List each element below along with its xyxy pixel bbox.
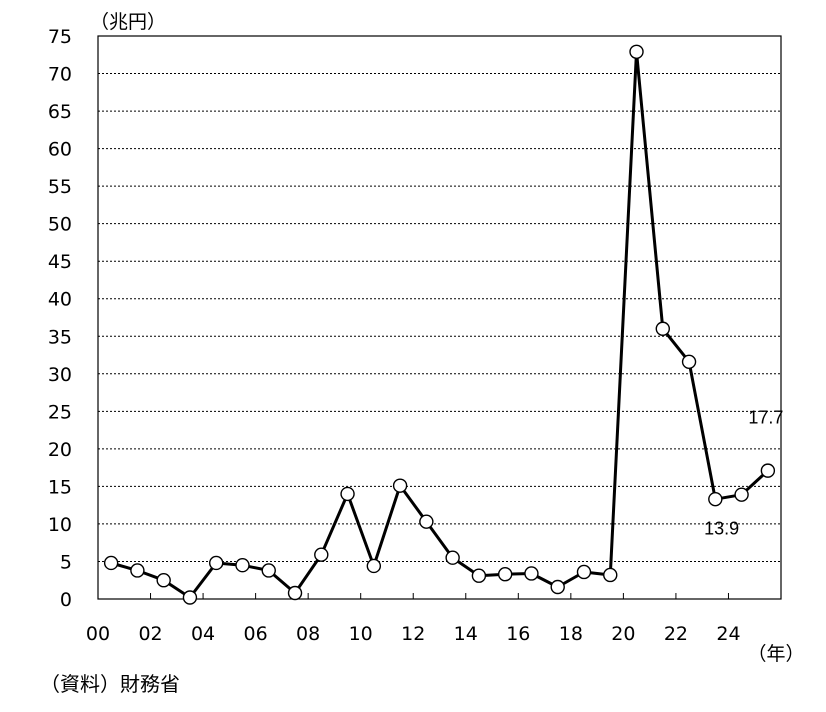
x-tick-label-06: 06 — [244, 623, 268, 645]
x-tick-label-04: 04 — [191, 623, 215, 645]
y-tick-label-0: 0 — [60, 589, 72, 611]
data-point-16 — [524, 566, 539, 581]
x-tick-label-08: 08 — [296, 623, 320, 645]
data-point-19 — [603, 567, 618, 583]
x-axis-ticks: 00 02 04 06 08 10 12 14 16 18 20 22 24 — [86, 593, 741, 645]
annotations: 17.7 13.9 — [704, 408, 783, 539]
y-tick-label-75: 75 — [48, 26, 72, 48]
y-tick-label-70: 70 — [48, 64, 72, 86]
data-point-7 — [287, 585, 303, 601]
data-point-10 — [366, 558, 382, 574]
data-point-9 — [340, 486, 355, 502]
y-tick-label-15: 15 — [48, 476, 72, 498]
series — [103, 44, 776, 605]
y-tick-label-50: 50 — [48, 214, 72, 236]
data-point-23 — [708, 491, 723, 507]
source-note: （資料）財務省 — [40, 672, 180, 696]
data-point-0 — [103, 555, 119, 571]
y-tick-label-60: 60 — [48, 139, 72, 161]
data-point-4 — [209, 555, 224, 571]
data-point-12 — [419, 514, 434, 529]
data-point-11 — [392, 478, 408, 493]
axes — [97, 35, 782, 600]
series-line-0 — [110, 50, 769, 599]
x-tick-label-24: 24 — [716, 623, 740, 645]
data-point-22 — [681, 354, 697, 369]
y-tick-label-35: 35 — [48, 326, 72, 348]
data-label-17.7: 17.7 — [748, 408, 783, 428]
x-tick-label-02: 02 — [138, 623, 162, 645]
data-point-2 — [156, 573, 171, 588]
data-point-1 — [130, 563, 145, 578]
data-point-5 — [235, 558, 250, 573]
y-tick-label-30: 30 — [48, 364, 72, 386]
data-point-3 — [182, 590, 198, 605]
data-point-25 — [760, 463, 776, 478]
data-point-21 — [655, 321, 670, 336]
plot-frame — [97, 35, 782, 600]
y-tick-label-10: 10 — [48, 514, 72, 536]
data-point-24 — [734, 487, 749, 502]
gridlines — [98, 73, 781, 562]
data-point-6 — [261, 563, 276, 578]
x-tick-label-16: 16 — [506, 623, 530, 645]
data-point-8 — [314, 547, 329, 562]
data-point-13 — [445, 550, 460, 565]
y-tick-label-45: 45 — [48, 251, 72, 273]
x-tick-label-14: 14 — [454, 623, 478, 645]
y-axis-ticks: 0 5 10 15 20 25 30 35 40 45 50 55 60 65 70 75 — [48, 26, 72, 611]
x-tick-label-12: 12 — [401, 623, 425, 645]
x-tick-label-20: 20 — [611, 623, 635, 645]
x-axis-unit-label: （年） — [747, 643, 804, 665]
x-tick-label-22: 22 — [664, 623, 688, 645]
x-tick-label-00: 00 — [86, 623, 110, 645]
y-tick-label-5: 5 — [60, 551, 72, 573]
x-tick-label-10: 10 — [349, 623, 373, 645]
data-point-15 — [497, 567, 513, 582]
data-label-13.9: 13.9 — [704, 519, 739, 539]
y-tick-label-55: 55 — [48, 176, 72, 198]
y-axis-unit-label: （兆円） — [90, 11, 166, 33]
data-point-20 — [629, 44, 644, 59]
data-point-17 — [550, 579, 565, 595]
y-tick-label-40: 40 — [48, 289, 72, 311]
data-point-14 — [471, 568, 487, 583]
y-tick-label-20: 20 — [48, 439, 72, 461]
y-tick-label-65: 65 — [48, 101, 72, 123]
x-tick-label-18: 18 — [559, 623, 583, 645]
y-tick-label-25: 25 — [48, 401, 72, 423]
data-point-18 — [576, 564, 592, 580]
